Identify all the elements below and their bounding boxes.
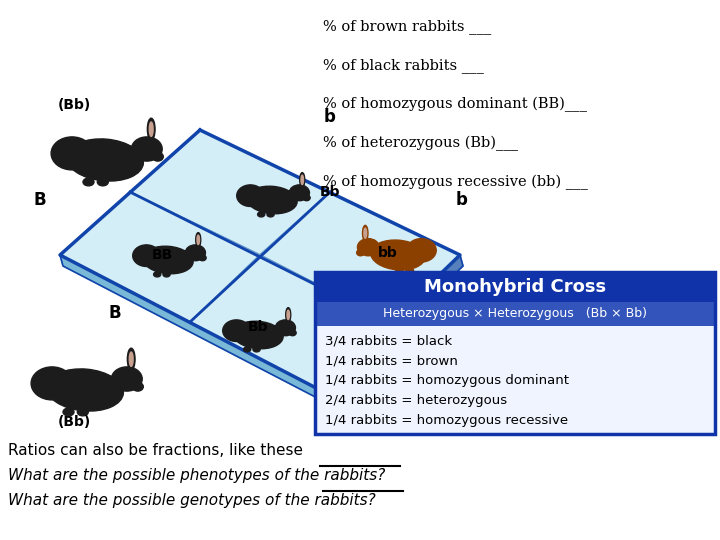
Ellipse shape: [286, 308, 291, 322]
Ellipse shape: [47, 369, 123, 411]
Ellipse shape: [406, 268, 413, 273]
Text: bb: bb: [378, 246, 398, 260]
Ellipse shape: [253, 347, 260, 352]
Bar: [315, 302, 715, 326]
Ellipse shape: [287, 310, 289, 320]
Text: B: B: [34, 191, 46, 209]
Ellipse shape: [303, 195, 310, 201]
Ellipse shape: [300, 173, 305, 187]
Text: (Bb): (Bb): [58, 98, 91, 112]
Ellipse shape: [132, 137, 162, 161]
Ellipse shape: [197, 235, 199, 245]
Ellipse shape: [153, 152, 163, 161]
Ellipse shape: [364, 228, 366, 238]
Text: Bb: Bb: [320, 185, 341, 199]
Ellipse shape: [275, 320, 295, 336]
Ellipse shape: [356, 249, 364, 256]
Ellipse shape: [371, 240, 426, 270]
Text: % of homozygous recessive (bb) ___: % of homozygous recessive (bb) ___: [323, 174, 588, 190]
Ellipse shape: [67, 139, 143, 181]
Ellipse shape: [153, 272, 161, 277]
Text: b: b: [456, 191, 468, 209]
Ellipse shape: [148, 118, 155, 140]
Polygon shape: [130, 130, 330, 255]
Ellipse shape: [127, 348, 135, 370]
Text: 2/4 rabbits = heterozygous: 2/4 rabbits = heterozygous: [325, 394, 507, 407]
Text: % of heterozygous (Bb)___: % of heterozygous (Bb)___: [323, 136, 518, 151]
Text: (Bb): (Bb): [58, 415, 91, 429]
Text: What are the possible phenotypes of the rabbits?: What are the possible phenotypes of the …: [8, 468, 390, 483]
Bar: [315, 326, 715, 434]
Ellipse shape: [77, 408, 89, 416]
Ellipse shape: [143, 246, 193, 274]
Polygon shape: [190, 255, 390, 390]
Text: b: b: [324, 108, 336, 126]
Ellipse shape: [243, 347, 251, 352]
Ellipse shape: [237, 185, 264, 206]
Ellipse shape: [301, 175, 304, 185]
Polygon shape: [60, 192, 260, 322]
Text: Ratios can also be fractions, like these: Ratios can also be fractions, like these: [8, 443, 303, 458]
Bar: [315, 272, 715, 302]
Text: % of black rabbits ___: % of black rabbits ___: [323, 58, 483, 73]
Text: B: B: [109, 304, 121, 322]
Text: 1/4 rabbits = homozygous dominant: 1/4 rabbits = homozygous dominant: [325, 374, 569, 387]
Ellipse shape: [222, 320, 250, 341]
Polygon shape: [60, 255, 323, 401]
Text: Bb: Bb: [248, 320, 269, 334]
Polygon shape: [260, 192, 460, 322]
Ellipse shape: [289, 185, 310, 201]
Ellipse shape: [130, 352, 133, 366]
Ellipse shape: [163, 272, 170, 277]
Text: Monohybrid Cross: Monohybrid Cross: [424, 278, 606, 296]
Ellipse shape: [247, 186, 297, 214]
Ellipse shape: [267, 212, 274, 217]
Text: BB: BB: [151, 248, 173, 262]
Ellipse shape: [63, 408, 74, 416]
Ellipse shape: [83, 178, 94, 186]
Text: What are the possible genotypes of the rabbits?: What are the possible genotypes of the r…: [8, 493, 385, 508]
Ellipse shape: [132, 382, 143, 391]
Ellipse shape: [258, 212, 265, 217]
Ellipse shape: [132, 245, 160, 266]
Text: 3/4 rabbits = black: 3/4 rabbits = black: [325, 334, 452, 347]
Bar: [315, 272, 715, 434]
Ellipse shape: [233, 321, 283, 349]
Ellipse shape: [31, 367, 73, 400]
Text: % of homozygous dominant (BB)___: % of homozygous dominant (BB)___: [323, 97, 587, 112]
Text: 1/4 rabbits = brown: 1/4 rabbits = brown: [325, 354, 458, 367]
Ellipse shape: [289, 330, 296, 336]
Ellipse shape: [199, 255, 206, 261]
Text: Heterozygous × Heterozygous   (Bb × Bb): Heterozygous × Heterozygous (Bb × Bb): [383, 307, 647, 321]
Text: 1/4 rabbits = homozygous recessive: 1/4 rabbits = homozygous recessive: [325, 414, 568, 427]
Ellipse shape: [357, 239, 379, 256]
Text: % of brown rabbits ___: % of brown rabbits ___: [323, 19, 491, 34]
Ellipse shape: [196, 233, 201, 247]
Ellipse shape: [51, 137, 93, 170]
Ellipse shape: [407, 239, 436, 262]
Ellipse shape: [185, 245, 205, 261]
Ellipse shape: [149, 122, 153, 136]
Polygon shape: [320, 255, 463, 401]
Ellipse shape: [112, 367, 143, 391]
Ellipse shape: [362, 225, 368, 241]
Ellipse shape: [396, 268, 403, 273]
Ellipse shape: [97, 178, 108, 186]
